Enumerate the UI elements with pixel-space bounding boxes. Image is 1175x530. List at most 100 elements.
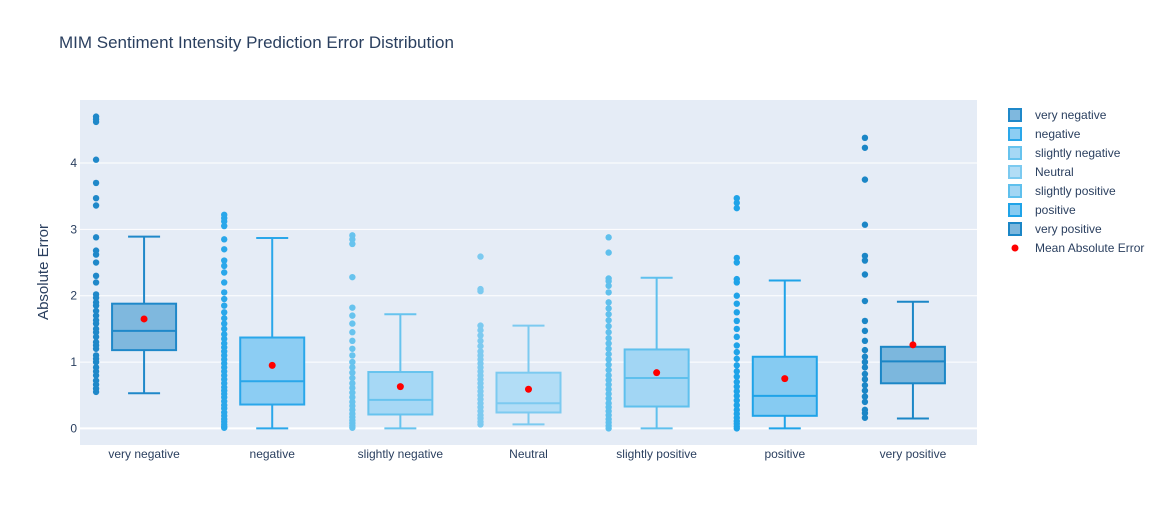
mean-marker [525, 386, 532, 393]
data-point [221, 309, 227, 315]
data-point [93, 273, 99, 279]
data-point [862, 371, 868, 377]
data-point [221, 257, 227, 263]
data-point [605, 289, 611, 295]
legend-item[interactable]: slightly negative [1009, 146, 1121, 160]
data-point [221, 246, 227, 252]
legend-label: very negative [1035, 108, 1107, 122]
data-point [734, 300, 740, 306]
legend-label: Neutral [1035, 165, 1074, 179]
legend-item[interactable]: Neutral [1009, 165, 1074, 179]
data-point [862, 298, 868, 304]
data-point [93, 202, 99, 208]
data-point [605, 317, 611, 323]
iqr-box [881, 347, 945, 383]
y-axis-label: Absolute Error [35, 224, 52, 320]
mean-marker [781, 375, 788, 382]
data-point [605, 275, 611, 281]
x-tick-label: Neutral [509, 447, 548, 461]
data-point [734, 195, 740, 201]
data-point [862, 407, 868, 413]
data-point [605, 249, 611, 255]
legend-item[interactable]: slightly positive [1009, 184, 1116, 198]
legend-label: Mean Absolute Error [1035, 241, 1144, 255]
data-point [734, 318, 740, 324]
data-point [221, 212, 227, 218]
legend-label: slightly negative [1035, 146, 1121, 160]
data-point [605, 311, 611, 317]
data-point [221, 269, 227, 275]
data-point [477, 322, 483, 328]
mean-marker [141, 315, 148, 322]
legend-swatch [1009, 204, 1021, 216]
legend-swatch [1009, 109, 1021, 121]
y-tick-label: 1 [70, 355, 77, 369]
legend-item[interactable]: negative [1009, 127, 1081, 141]
x-tick-label: very negative [108, 447, 180, 461]
data-point [734, 326, 740, 332]
legend-label: very positive [1035, 222, 1102, 236]
data-point [862, 354, 868, 360]
data-point [477, 253, 483, 259]
data-point [93, 113, 99, 119]
legend-label: negative [1035, 127, 1081, 141]
x-tick-label: negative [250, 447, 296, 461]
data-point [862, 222, 868, 228]
data-point [862, 176, 868, 182]
data-point [862, 318, 868, 324]
data-point [221, 315, 227, 321]
data-point [734, 342, 740, 348]
data-point [349, 320, 355, 326]
data-point [862, 393, 868, 399]
iqr-box [368, 372, 432, 414]
legend-swatch [1009, 223, 1021, 235]
legend-swatch [1009, 147, 1021, 159]
data-point [734, 293, 740, 299]
y-axis-ticks: 01234 [70, 156, 77, 435]
data-point [734, 362, 740, 368]
data-point [93, 291, 99, 297]
data-point [349, 232, 355, 238]
mean-marker [269, 362, 276, 369]
data-point [862, 328, 868, 334]
data-point [221, 279, 227, 285]
legend-item[interactable]: very negative [1009, 108, 1107, 122]
legend-swatch [1009, 166, 1021, 178]
mean-marker [909, 341, 916, 348]
y-tick-label: 3 [70, 222, 77, 236]
data-point [93, 259, 99, 265]
legend[interactable]: very negative negative slightly negative Ne… [1009, 108, 1144, 255]
data-point [862, 338, 868, 344]
data-point [862, 382, 868, 388]
data-point [862, 271, 868, 277]
data-point [862, 145, 868, 151]
legend-item[interactable]: very positive [1009, 222, 1102, 236]
data-point [734, 349, 740, 355]
data-point [605, 234, 611, 240]
mean-marker [653, 369, 660, 376]
data-point [93, 247, 99, 253]
y-tick-label: 2 [70, 289, 77, 303]
data-point [93, 234, 99, 240]
legend-item[interactable]: positive [1009, 203, 1076, 217]
iqr-box [240, 338, 304, 405]
data-point [349, 346, 355, 352]
data-point [734, 309, 740, 315]
data-point [734, 334, 740, 340]
y-tick-label: 4 [70, 156, 77, 170]
data-point [221, 236, 227, 242]
iqr-box [112, 304, 176, 350]
data-point [93, 157, 99, 163]
data-point [349, 304, 355, 310]
legend-item-mean[interactable]: Mean Absolute Error [1012, 241, 1145, 255]
data-point [605, 335, 611, 341]
data-point [734, 255, 740, 261]
data-point [862, 135, 868, 141]
data-point [605, 323, 611, 329]
data-point [862, 253, 868, 259]
data-point [221, 302, 227, 308]
x-tick-label: slightly negative [358, 447, 444, 461]
data-point [734, 356, 740, 362]
data-point [862, 347, 868, 353]
